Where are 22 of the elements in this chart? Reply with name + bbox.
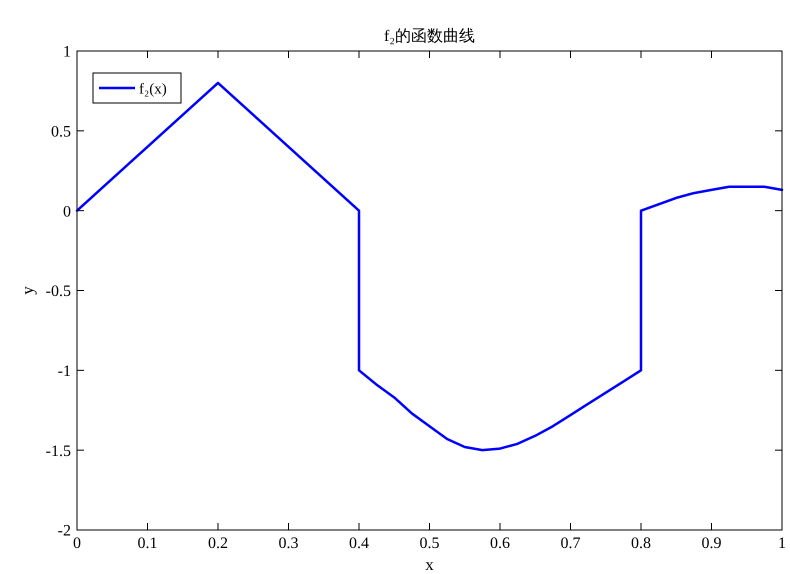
chart-title: f₂的函数曲线	[384, 27, 475, 45]
x-axis-title: x	[425, 555, 434, 574]
y-tick-label: -0.5	[46, 283, 71, 300]
x-tick-label: 0.7	[560, 535, 580, 552]
y-axis-title: y	[18, 286, 37, 295]
x-tick-label: 0.3	[278, 535, 298, 552]
y-tick-label: 0	[63, 203, 71, 220]
x-tick-label: 0.6	[490, 535, 510, 552]
x-tick-label: 1	[778, 535, 786, 552]
x-tick-label: 0.9	[702, 535, 722, 552]
y-tick-label: -2	[58, 522, 71, 540]
y-tick-label: -1	[58, 362, 71, 380]
x-tick-label: 0.4	[349, 535, 369, 552]
y-tick-label: 1	[63, 44, 71, 61]
x-tick-label: 0.8	[631, 535, 651, 552]
y-tick-label: 0.5	[51, 123, 71, 140]
x-tick-label: 0.2	[208, 535, 228, 552]
y-tick-label: -1.5	[46, 442, 71, 460]
x-tick-label: 0.1	[138, 535, 158, 552]
legend-label: f₂(x)	[139, 81, 167, 98]
line-series	[76, 82, 784, 452]
x-tick-label: 0.5	[420, 535, 440, 552]
